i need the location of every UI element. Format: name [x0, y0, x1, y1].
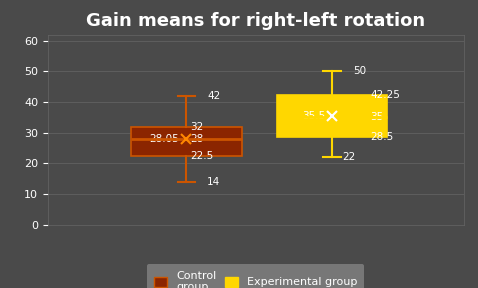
Text: 32: 32: [190, 122, 203, 132]
Text: 42.25: 42.25: [370, 90, 400, 100]
Text: 35: 35: [370, 112, 383, 122]
Text: 28.05: 28.05: [150, 134, 179, 144]
Bar: [276, 95, 387, 137]
Title: Gain means for right-left rotation: Gain means for right-left rotation: [86, 12, 425, 30]
Legend: Control
group, Experimental group: Control group, Experimental group: [147, 264, 364, 288]
Bar: [131, 126, 242, 156]
Text: 14: 14: [207, 177, 220, 187]
Text: 42: 42: [207, 91, 220, 101]
Bar: [131, 126, 242, 156]
Text: 28: 28: [190, 134, 203, 144]
Text: 28.5: 28.5: [370, 132, 393, 142]
Text: 22.5: 22.5: [190, 151, 213, 161]
Text: 22: 22: [342, 152, 356, 162]
Text: 50: 50: [353, 66, 366, 76]
Text: 35.5: 35.5: [302, 111, 325, 121]
Bar: [276, 95, 387, 137]
